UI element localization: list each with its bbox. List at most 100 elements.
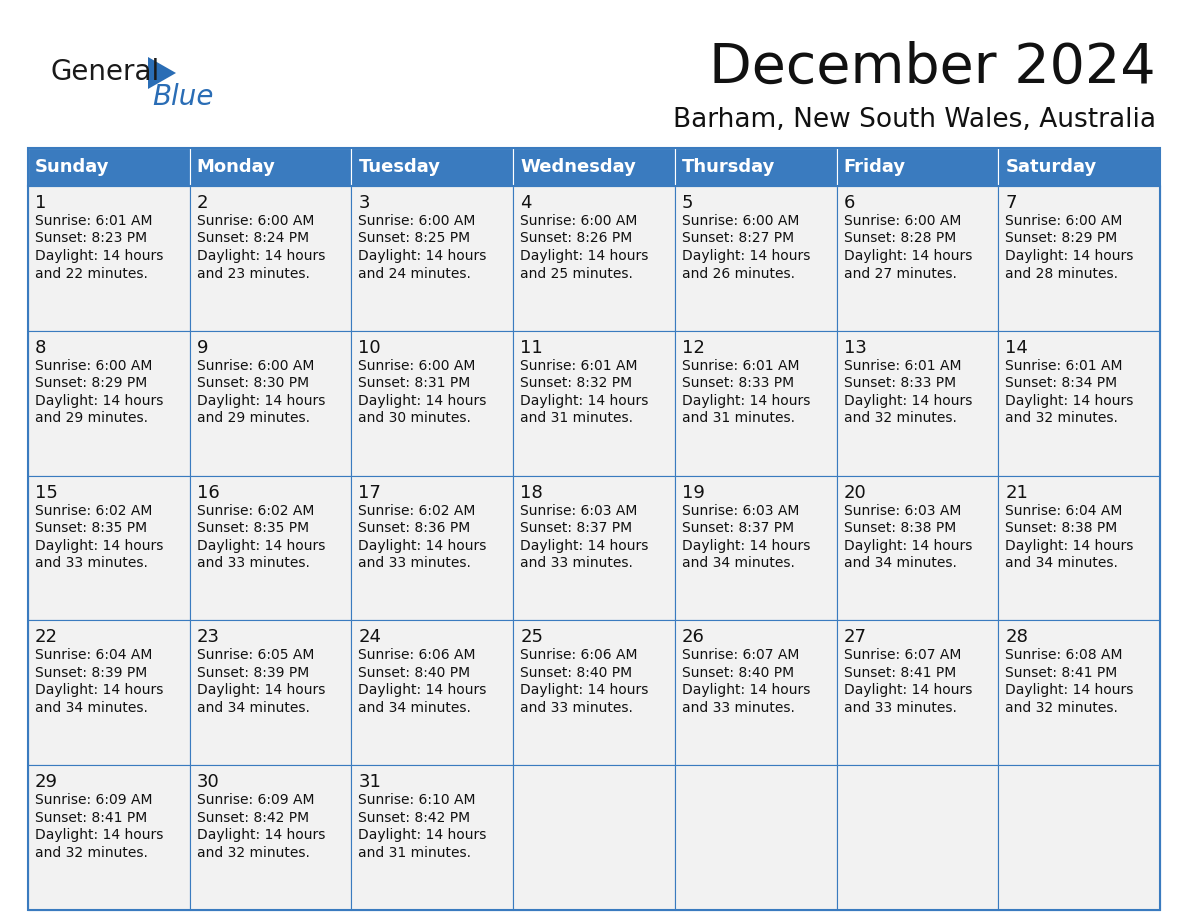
Text: 12: 12 [682,339,704,357]
Text: Sunset: 8:42 PM: Sunset: 8:42 PM [359,811,470,824]
Text: Sunrise: 6:03 AM: Sunrise: 6:03 AM [682,504,800,518]
Bar [29,148,1159,910]
Text: and 34 minutes.: and 34 minutes. [359,701,472,715]
Text: 23: 23 [197,629,220,646]
Text: and 24 minutes.: and 24 minutes. [359,266,472,281]
Text: Sunrise: 6:00 AM: Sunrise: 6:00 AM [1005,214,1123,228]
Text: Daylight: 14 hours: Daylight: 14 hours [520,394,649,408]
Text: Sunrise: 6:00 AM: Sunrise: 6:00 AM [682,214,800,228]
Text: 20: 20 [843,484,866,501]
Bar [513,330,675,476]
Text: and 33 minutes.: and 33 minutes. [359,556,472,570]
Text: and 27 minutes.: and 27 minutes. [843,266,956,281]
Text: Sunset: 8:39 PM: Sunset: 8:39 PM [197,666,309,680]
Text: Sunset: 8:27 PM: Sunset: 8:27 PM [682,231,794,245]
Text: Daylight: 14 hours: Daylight: 14 hours [843,539,972,553]
Text: Sunset: 8:23 PM: Sunset: 8:23 PM [34,231,147,245]
Bar [190,330,352,476]
Text: 31: 31 [359,773,381,791]
Text: 25: 25 [520,629,543,646]
Text: Sunrise: 6:01 AM: Sunrise: 6:01 AM [1005,359,1123,373]
Bar [29,148,190,186]
Polygon shape [148,57,176,89]
Text: 5: 5 [682,194,694,212]
Text: and 34 minutes.: and 34 minutes. [1005,556,1118,570]
Bar [352,621,513,766]
Text: 7: 7 [1005,194,1017,212]
Text: Sunset: 8:41 PM: Sunset: 8:41 PM [34,811,147,824]
Text: and 31 minutes.: and 31 minutes. [520,411,633,425]
Text: 1: 1 [34,194,46,212]
Bar [836,330,998,476]
Text: Sunset: 8:32 PM: Sunset: 8:32 PM [520,376,632,390]
Bar [836,148,998,186]
Text: and 34 minutes.: and 34 minutes. [34,701,147,715]
Text: Sunset: 8:37 PM: Sunset: 8:37 PM [682,521,794,535]
Text: and 31 minutes.: and 31 minutes. [682,411,795,425]
Bar [836,476,998,621]
Text: Sunrise: 6:04 AM: Sunrise: 6:04 AM [1005,504,1123,518]
Text: Sunrise: 6:02 AM: Sunrise: 6:02 AM [359,504,476,518]
Text: 14: 14 [1005,339,1028,357]
Text: Monday: Monday [197,158,276,176]
Text: Daylight: 14 hours: Daylight: 14 hours [197,828,326,842]
Text: Daylight: 14 hours: Daylight: 14 hours [197,683,326,698]
Text: Tuesday: Tuesday [359,158,441,176]
Text: Daylight: 14 hours: Daylight: 14 hours [1005,539,1133,553]
Text: 19: 19 [682,484,704,501]
Bar [998,186,1159,330]
Text: and 33 minutes.: and 33 minutes. [34,556,147,570]
Text: Sunday: Sunday [34,158,109,176]
Text: 9: 9 [197,339,208,357]
Text: Daylight: 14 hours: Daylight: 14 hours [197,539,326,553]
Text: and 29 minutes.: and 29 minutes. [197,411,310,425]
Bar [675,330,836,476]
Text: Sunrise: 6:03 AM: Sunrise: 6:03 AM [520,504,638,518]
Bar [675,621,836,766]
Text: Sunrise: 6:06 AM: Sunrise: 6:06 AM [520,648,638,663]
Text: Daylight: 14 hours: Daylight: 14 hours [359,539,487,553]
Bar [190,186,352,330]
Text: Daylight: 14 hours: Daylight: 14 hours [1005,394,1133,408]
Bar [352,476,513,621]
Text: 22: 22 [34,629,58,646]
Text: and 23 minutes.: and 23 minutes. [197,266,310,281]
Text: Daylight: 14 hours: Daylight: 14 hours [34,249,164,263]
Text: Blue: Blue [152,83,214,111]
Text: Daylight: 14 hours: Daylight: 14 hours [34,828,164,842]
Bar [513,621,675,766]
Text: and 32 minutes.: and 32 minutes. [197,845,310,859]
Text: Sunrise: 6:04 AM: Sunrise: 6:04 AM [34,648,152,663]
Text: Sunrise: 6:01 AM: Sunrise: 6:01 AM [34,214,152,228]
Text: Daylight: 14 hours: Daylight: 14 hours [520,249,649,263]
Bar [29,766,190,910]
Text: 24: 24 [359,629,381,646]
Text: Sunset: 8:38 PM: Sunset: 8:38 PM [1005,521,1118,535]
Text: 2: 2 [197,194,208,212]
Text: Daylight: 14 hours: Daylight: 14 hours [1005,249,1133,263]
Text: 3: 3 [359,194,369,212]
Text: Sunset: 8:25 PM: Sunset: 8:25 PM [359,231,470,245]
Text: Sunset: 8:42 PM: Sunset: 8:42 PM [197,811,309,824]
Text: Sunset: 8:38 PM: Sunset: 8:38 PM [843,521,956,535]
Text: 26: 26 [682,629,704,646]
Text: Daylight: 14 hours: Daylight: 14 hours [843,394,972,408]
Bar [190,621,352,766]
Text: Sunrise: 6:06 AM: Sunrise: 6:06 AM [359,648,476,663]
Text: Sunrise: 6:00 AM: Sunrise: 6:00 AM [843,214,961,228]
Text: and 33 minutes.: and 33 minutes. [682,701,795,715]
Bar [998,766,1159,910]
Text: Sunrise: 6:00 AM: Sunrise: 6:00 AM [34,359,152,373]
Bar [675,186,836,330]
Text: Sunrise: 6:03 AM: Sunrise: 6:03 AM [843,504,961,518]
Text: 8: 8 [34,339,46,357]
Text: Sunset: 8:26 PM: Sunset: 8:26 PM [520,231,632,245]
Text: 30: 30 [197,773,220,791]
Text: Sunrise: 6:09 AM: Sunrise: 6:09 AM [34,793,152,807]
Text: and 33 minutes.: and 33 minutes. [520,556,633,570]
Text: Daylight: 14 hours: Daylight: 14 hours [359,394,487,408]
Text: Sunset: 8:40 PM: Sunset: 8:40 PM [359,666,470,680]
Text: Sunset: 8:33 PM: Sunset: 8:33 PM [682,376,794,390]
Bar [29,330,190,476]
Text: Friday: Friday [843,158,905,176]
